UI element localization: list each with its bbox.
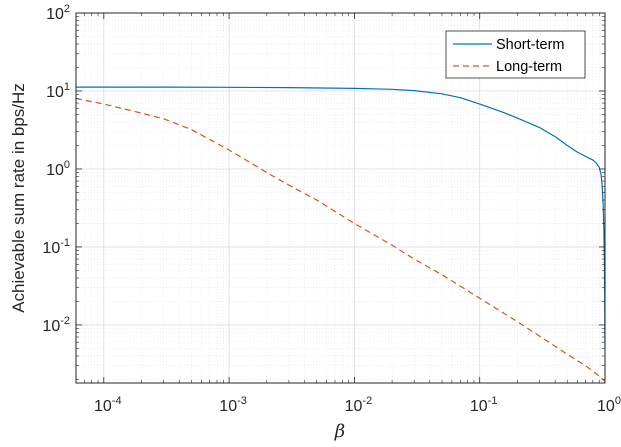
ticks-layer — [75, 12, 606, 383]
y-tick-label: 101 — [46, 81, 70, 101]
x-tick-label: 10-2 — [345, 395, 373, 415]
y-tick-label: 10-2 — [42, 315, 70, 335]
legend-label-short-term: Short-term — [496, 37, 565, 53]
x-tick-label: 10-4 — [94, 395, 122, 415]
y-axis-label: Achievable sum rate in bps/Hz — [9, 83, 28, 313]
x-axis-label: β — [334, 421, 345, 442]
x-tick-label: 10-1 — [470, 395, 498, 415]
grid-minor — [75, 13, 605, 383]
y-tick-labels: 10-2 10-1 100 101 102 — [42, 3, 70, 335]
x-tick-label: 10-3 — [219, 395, 247, 415]
x-tick-label: 100 — [597, 395, 621, 415]
series-layer — [76, 86, 605, 382]
legend-label-long-term: Long-term — [496, 59, 562, 75]
legend-box — [445, 30, 586, 79]
legend: Short-term Long-term — [445, 30, 586, 79]
y-tick-label: 100 — [46, 159, 70, 179]
y-tick-label: 10-1 — [42, 237, 70, 257]
y-tick-label: 102 — [46, 3, 70, 23]
plot-border — [75, 12, 606, 384]
x-tick-labels: 10-4 10-3 10-2 10-1 100 — [94, 395, 621, 415]
series-line-long-term — [76, 97, 605, 382]
series-line-short-term — [76, 86, 605, 349]
